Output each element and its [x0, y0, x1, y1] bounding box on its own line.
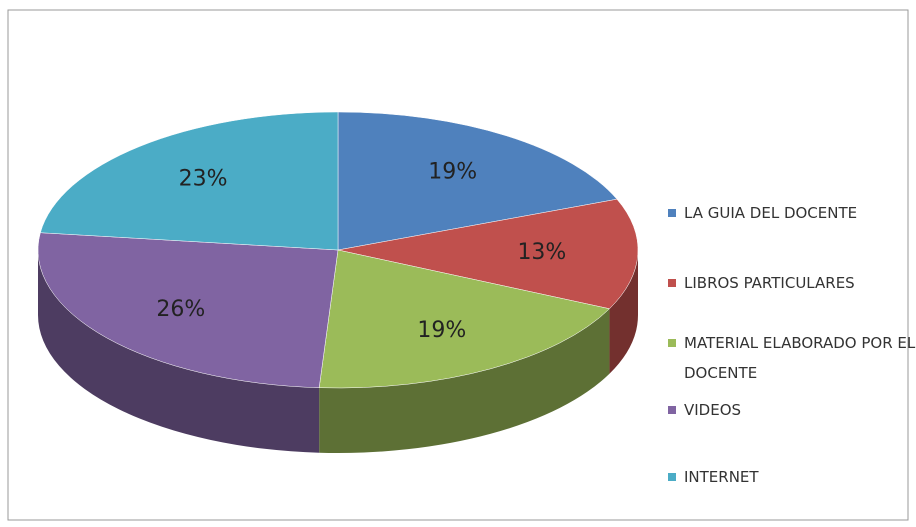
legend-label: MATERIAL ELABORADO POR EL DOCENTE — [684, 334, 916, 382]
legend-label: INTERNET — [684, 468, 759, 486]
data-label: 19% — [417, 318, 466, 343]
legend-item: VIDEOS — [668, 395, 916, 425]
legend-item: INTERNET — [668, 462, 916, 492]
legend-label: LA GUIA DEL DOCENTE — [684, 204, 858, 222]
legend-label: VIDEOS — [684, 401, 742, 419]
data-label: 26% — [156, 297, 205, 322]
data-label: 19% — [428, 159, 477, 184]
legend-item: LIBROS PARTICULARES — [668, 268, 916, 298]
legend-swatch — [668, 339, 676, 347]
legend-item: LA GUIA DEL DOCENTE — [668, 198, 916, 228]
legend-label: LIBROS PARTICULARES — [684, 274, 855, 292]
legend-swatch — [668, 209, 676, 217]
pie-slice — [337, 198, 639, 310]
pie-slice — [318, 249, 610, 389]
data-label: 13% — [517, 240, 566, 265]
legend-item: MATERIAL ELABORADO POR EL DOCENTE — [668, 328, 916, 388]
pie-slice — [40, 111, 339, 251]
chart-border — [7, 9, 909, 521]
legend-swatch — [668, 279, 676, 287]
data-label: 23% — [179, 167, 228, 192]
pie-slice — [37, 232, 339, 388]
legend-swatch — [668, 406, 676, 414]
pie-side — [319, 308, 610, 454]
legend-swatch — [668, 473, 676, 481]
pie-side — [609, 250, 638, 374]
pie-side — [38, 250, 320, 453]
pie-slice — [337, 111, 618, 251]
